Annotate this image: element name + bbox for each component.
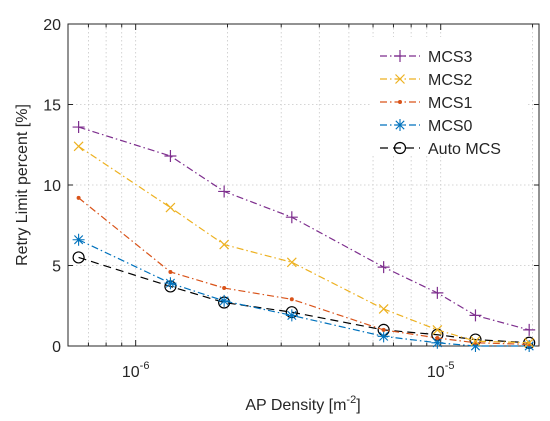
series-line-mcs1 <box>78 197 530 345</box>
data-point-mcs2 <box>470 336 481 347</box>
data-point-mcs1 <box>289 297 294 302</box>
y-tick-label: 5 <box>52 259 61 276</box>
legend-entry-auto-mcs: Auto MCS <box>380 141 501 158</box>
series-line-auto-mcs <box>78 256 530 344</box>
y-tick-label: 20 <box>43 17 61 34</box>
legend-marker-mcs1 <box>398 100 402 104</box>
data-point-mcs0 <box>285 309 298 322</box>
data-point-mcs2 <box>432 324 443 335</box>
x-tick-label-exponent: -5 <box>445 360 455 372</box>
legend-entry-mcs0: MCS0 <box>380 118 473 135</box>
legend-label-mcs3: MCS3 <box>428 49 473 66</box>
y-tick-label: 0 <box>52 339 61 356</box>
data-point-mcs0 <box>72 233 85 246</box>
x-tick-label-base: 10 <box>122 364 140 381</box>
series-line-mcs3 <box>78 126 530 331</box>
data-point-mcs0 <box>469 340 482 352</box>
x-tick-label: 10-6 <box>122 360 150 381</box>
x-axis-title-suffix: ] <box>356 397 360 414</box>
x-axis-title-main: AP Density [m <box>245 397 346 414</box>
data-point-mcs1 <box>381 327 386 332</box>
data-point-mcs3 <box>469 309 482 322</box>
y-axis-title: Retry Limit percent [%] <box>14 104 31 266</box>
series-mcs3 <box>72 121 536 336</box>
series-line-mcs0 <box>78 239 530 347</box>
data-point-mcs1 <box>168 269 173 274</box>
data-point-mcs3 <box>377 261 390 274</box>
data-point-mcs2 <box>165 202 176 213</box>
data-point-mcs1 <box>222 286 227 291</box>
x-axis-title: AP Density [m-2] <box>245 394 360 414</box>
legend: MCS3 MCS2 MCS1 MCS0 Auto MCS <box>372 37 527 158</box>
data-point-mcs1 <box>435 335 440 340</box>
data-point-mcs2 <box>524 337 535 348</box>
legend-marker-auto-mcs <box>393 141 407 155</box>
x-tick-label-base: 10 <box>427 364 445 381</box>
legend-marker-mcs3 <box>394 50 406 62</box>
data-point-mcs3 <box>523 323 536 336</box>
series-mcs1 <box>76 195 532 347</box>
legend-entry-mcs2: MCS2 <box>380 72 473 89</box>
legend-label-mcs0: MCS0 <box>428 118 473 135</box>
legend-entry-mcs1: MCS1 <box>380 95 473 112</box>
data-point-mcs2 <box>73 141 84 152</box>
data-point-mcs3 <box>72 121 85 134</box>
data-point-mcs3 <box>218 185 231 198</box>
legend-label-mcs2: MCS2 <box>428 72 473 89</box>
data-point-mcs3 <box>285 211 298 224</box>
legend-box <box>372 37 527 156</box>
data-point-mcs0 <box>218 294 231 307</box>
x-axis-title-exponent: -2 <box>346 394 356 406</box>
legend-entry-mcs3: MCS3 <box>380 49 473 66</box>
data-point-mcs0 <box>431 336 444 349</box>
data-point-mcs2 <box>286 257 297 268</box>
legend-label-mcs1: MCS1 <box>428 95 473 112</box>
data-point-mcs3 <box>431 286 444 299</box>
data-point-mcs3 <box>164 150 177 163</box>
data-point-auto-mcs <box>72 251 85 264</box>
legend-label-auto-mcs: Auto MCS <box>428 141 501 158</box>
series-mcs2 <box>73 141 535 348</box>
data-point-mcs1 <box>76 195 81 200</box>
legend-marker-mcs0 <box>394 119 406 131</box>
data-point-mcs0 <box>164 277 177 290</box>
data-point-mcs0 <box>377 330 390 343</box>
y-tick-label: 15 <box>43 98 61 115</box>
data-point-mcs2 <box>219 239 230 250</box>
series-line-mcs2 <box>78 145 530 344</box>
x-tick-label-exponent: -6 <box>140 360 150 372</box>
x-tick-label: 10-5 <box>427 360 455 381</box>
series-layer <box>72 121 536 352</box>
data-point-mcs2 <box>378 304 389 314</box>
legend-marker-mcs2 <box>395 74 405 84</box>
y-tick-label: 10 <box>43 178 61 195</box>
